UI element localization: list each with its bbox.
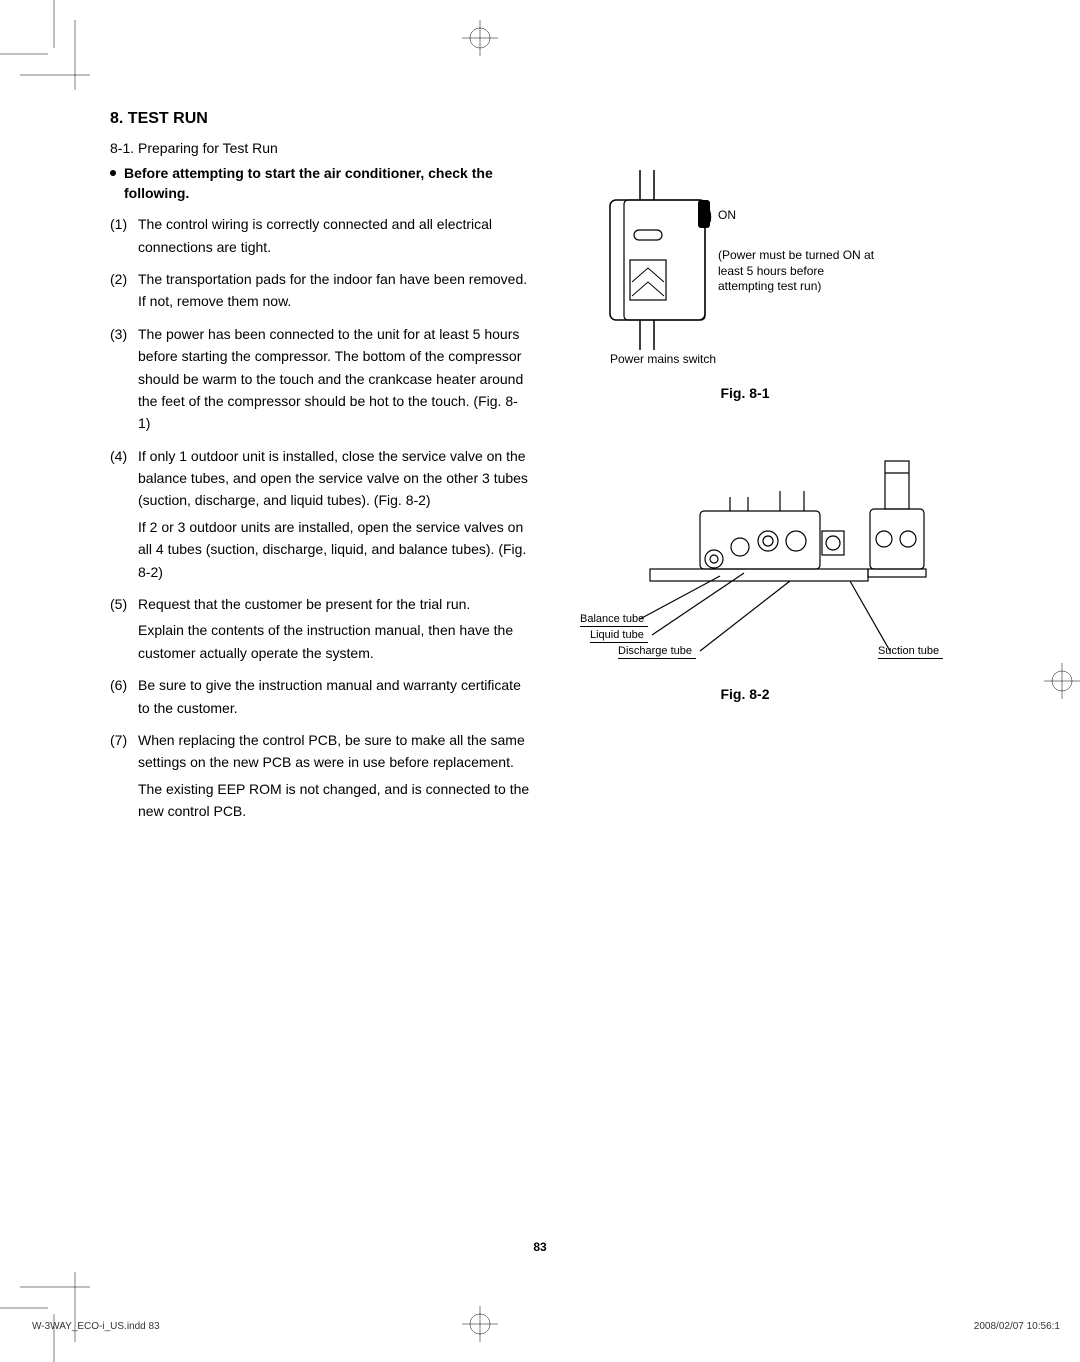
power-note: (Power must be turned ON at least 5 hour… [718,248,878,295]
discharge-tube-label: Discharge tube [618,645,696,659]
footer-timestamp: 2008/02/07 10:56:1 [974,1321,1060,1332]
figure-8-2: Balance tube Liquid tube Discharge tube … [580,451,960,676]
figure-8-1: ON (Power must be turned ON at least 5 h… [590,170,880,375]
bullet-heading: Before attempting to start the air condi… [110,164,530,203]
page-number: 83 [0,1240,1080,1254]
footer-filename: W-3WAY_ECO-i_US.indd 83 [32,1321,160,1332]
list-item: (1) The control wiring is correctly conn… [110,213,530,258]
list-item: (4) If only 1 outdoor unit is installed,… [110,445,530,583]
list-item: (3) The power has been connected to the … [110,323,530,435]
switch-label: Power mains switch [610,352,716,366]
left-column: 8-1. Preparing for Test Run Before attem… [110,140,530,833]
list-item: (5) Request that the customer be present… [110,593,530,664]
section-title: 8. TEST RUN [110,110,980,128]
on-label: ON [718,208,736,222]
page-content: 8. TEST RUN 8-1. Preparing for Test Run … [110,110,980,833]
fig-8-2-caption: Fig. 8-2 [560,686,980,702]
balance-tube-label: Balance tube [580,613,648,627]
list-item: (6) Be sure to give the instruction manu… [110,674,530,719]
list-item: (2) The transportation pads for the indo… [110,268,530,313]
right-column: ON (Power must be turned ON at least 5 h… [560,140,980,833]
subsection-title: 8-1. Preparing for Test Run [110,140,530,156]
liquid-tube-label: Liquid tube [590,629,648,643]
fig-8-1-caption: Fig. 8-1 [560,385,980,401]
bullet-icon [110,170,116,176]
suction-tube-label: Suction tube [878,645,943,659]
list-item: (7) When replacing the control PCB, be s… [110,729,530,823]
